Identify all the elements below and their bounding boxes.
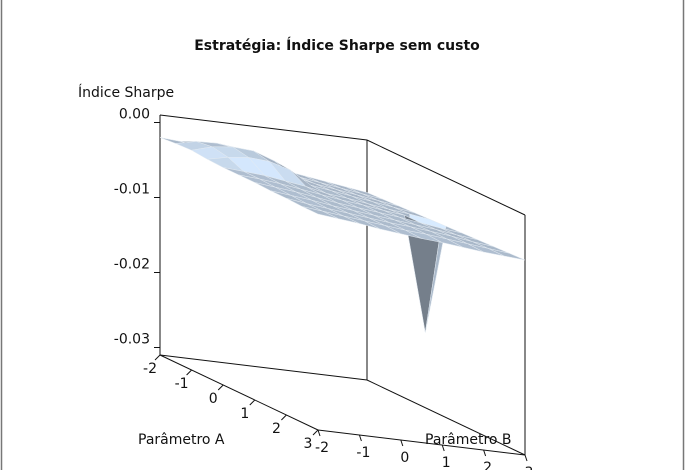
- y-tick: [483, 449, 487, 457]
- box-edge: [366, 379, 526, 456]
- box-edge: [159, 114, 368, 141]
- x-tick: [281, 414, 287, 421]
- box-edge: [159, 354, 368, 381]
- y-axis: [317, 429, 526, 456]
- y-tick-label: -1: [356, 445, 370, 461]
- x-tick: [312, 429, 319, 436]
- surface-cell: [488, 248, 526, 261]
- z-tick-label: -0.02: [114, 257, 150, 273]
- x-tick-label: 2: [272, 421, 281, 437]
- x-tick: [249, 399, 256, 406]
- x-tick-label: 0: [209, 391, 218, 407]
- z-tick-label: 0.00: [119, 107, 150, 123]
- x-axis: [159, 354, 319, 431]
- z-axis-label: Índice Sharpe: [78, 84, 174, 101]
- x-tick-label: 3: [304, 436, 313, 452]
- z-tick-label: -0.03: [114, 332, 150, 348]
- y-tick: [358, 434, 362, 442]
- y-axis-label: Parâmetro B: [425, 432, 512, 448]
- y-tick-label: 0: [400, 450, 409, 466]
- x-tick-label: -1: [175, 376, 189, 392]
- y-tick: [441, 444, 445, 452]
- y-tick: [400, 439, 404, 447]
- chart-title: Estratégia: Índice Sharpe sem custo: [194, 37, 480, 54]
- box-edge: [366, 139, 526, 216]
- y-tick-label: 1: [442, 455, 451, 470]
- y-tick-label: 2: [483, 460, 492, 470]
- x-tick: [154, 354, 161, 361]
- y-tick: [317, 429, 321, 437]
- x-axis-label: Parâmetro A: [138, 432, 225, 448]
- z-tick-label: -0.01: [114, 182, 150, 198]
- y-tick-label: -2: [315, 440, 329, 456]
- x-tick: [217, 384, 224, 391]
- x-tick-label: 1: [240, 406, 249, 422]
- y-tick: [524, 454, 528, 462]
- x-tick-label: -2: [143, 361, 157, 377]
- x-tick: [186, 369, 192, 376]
- y-tick-label: 3: [525, 465, 534, 470]
